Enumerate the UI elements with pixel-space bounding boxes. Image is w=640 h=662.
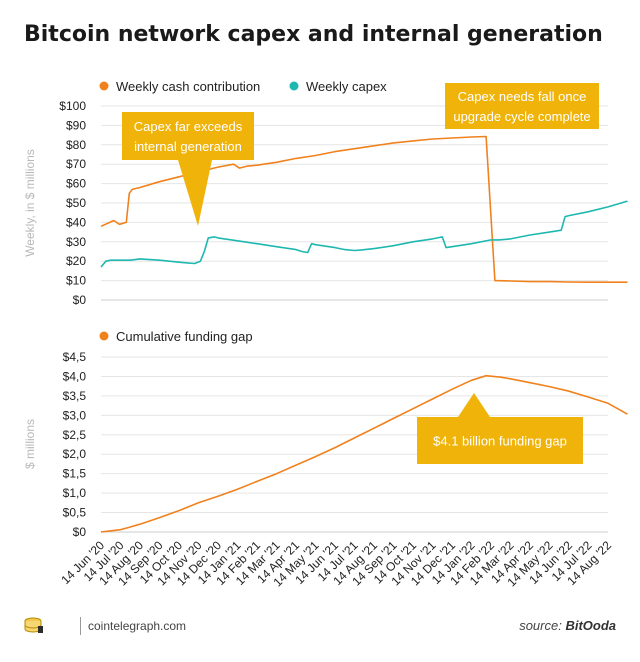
y-tick-label: $80 <box>66 138 86 152</box>
series-line-weekly-capex <box>100 200 628 268</box>
y-tick-label: $0,5 <box>63 506 87 520</box>
callout-funding-gap-box <box>417 417 583 464</box>
y-tick-label: $0 <box>73 525 87 539</box>
legend-marker <box>99 81 109 91</box>
callout-capex-exceeds-box <box>122 112 254 160</box>
y-tick-label: $90 <box>66 118 86 132</box>
y-tick-label: $1,0 <box>63 486 87 500</box>
y-tick-labels-bottom: $0 $0,5 $1,0 $1,5 $2,0 $2,5 $3,0 $3,5 $4,0 $4,5 <box>63 350 87 539</box>
footer-site[interactable]: cointelegraph.com <box>88 619 187 633</box>
callout-capex-falls-box <box>445 83 599 129</box>
y-axis-labels: Weekly, in $ millions $ millions <box>23 149 37 469</box>
legend-label: Cumulative funding gap <box>116 329 253 344</box>
chart-title: Bitcoin network capex and internal gener… <box>24 22 603 47</box>
callout-capex-exceeds-text: Capex far exceeds <box>134 119 243 134</box>
y-tick-label: $4,5 <box>63 350 87 364</box>
y-tick-label: $3,5 <box>63 389 87 403</box>
callout-layer: Capex far exceeds internal generation Cape… <box>122 83 599 464</box>
y-tick-label: $3,0 <box>63 408 87 422</box>
legend-label: Weekly cash contribution <box>116 79 260 94</box>
legend-label: Weekly capex <box>306 79 387 94</box>
legend-marker <box>289 81 299 91</box>
y-tick-label: $4,0 <box>63 369 87 383</box>
series-line-weekly-cash-contribution <box>100 135 628 284</box>
legend-marker <box>99 331 109 341</box>
series-layer <box>100 135 628 533</box>
series-line-cumulative-funding-gap <box>100 374 628 533</box>
callout-capex-exceeds-pointer <box>178 160 212 226</box>
y-tick-label: $50 <box>66 196 86 210</box>
y-tick-label: $2,0 <box>63 447 87 461</box>
y-axis-label: Weekly, in $ millions <box>23 149 37 257</box>
y-tick-label: $2,5 <box>63 428 87 442</box>
callout-funding-gap-pointer <box>458 393 490 417</box>
footer-separator <box>80 617 81 635</box>
footer-source: source: BitOoda <box>519 618 616 633</box>
callout-capex-falls-text: Capex needs fall once <box>458 89 587 104</box>
y-tick-label: $60 <box>66 177 86 191</box>
y-tick-labels-top: $0 $10 $20 $30 $40 $50 $60 $70 $80 $90 $100 <box>59 99 86 307</box>
source-name: BitOoda <box>565 618 616 633</box>
callout-capex-exceeds-text: internal generation <box>134 139 242 154</box>
callout-funding-gap-text: $4.1 billion funding gap <box>433 434 567 449</box>
y-tick-label: $10 <box>66 274 86 288</box>
y-tick-label: $70 <box>66 157 86 171</box>
y-tick-label: $40 <box>66 215 86 229</box>
source-prefix: source: <box>519 618 566 633</box>
legend-layer: Weekly cash contribution Weekly capex Cumu… <box>99 79 387 344</box>
y-tick-label: $1,5 <box>63 467 87 481</box>
grid-bottom <box>101 356 608 533</box>
y-tick-label: $20 <box>66 254 86 268</box>
footer: cointelegraph.com source: BitOoda <box>24 617 616 637</box>
callout-capex-falls-text: upgrade cycle complete <box>453 109 590 124</box>
y-tick-label: $0 <box>73 293 87 307</box>
y-tick-label: $100 <box>59 99 86 113</box>
y-axis-label: $ millions <box>23 419 37 469</box>
y-tick-label: $30 <box>66 235 86 249</box>
cointelegraph-logo-icon <box>24 617 43 633</box>
